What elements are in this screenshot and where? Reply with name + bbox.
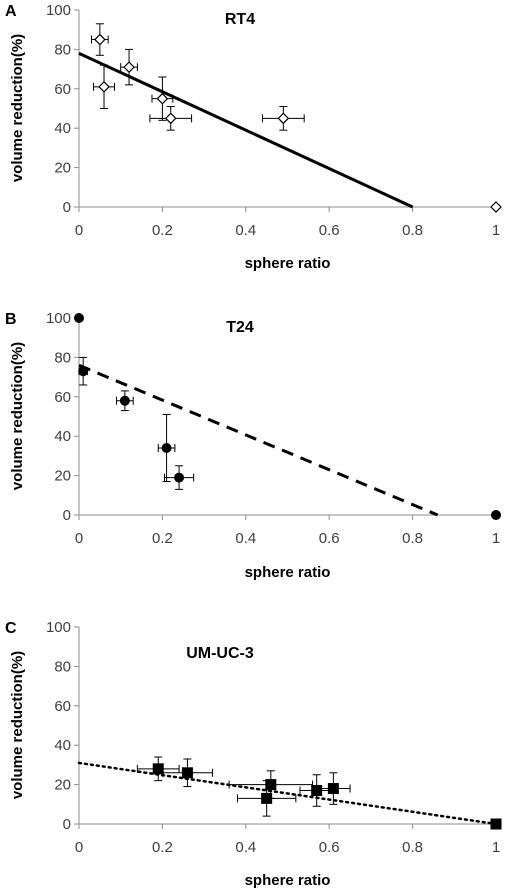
data-point: [316, 772, 351, 805]
chart-panel-b: B 0 20 40 60 80 100 0 0.2 0.4 0.6 0.8 1 sphere ratio v…: [5, 310, 501, 581]
x-tick-label: 0.8: [402, 530, 423, 547]
y-tick-label: 0: [63, 199, 71, 216]
chart-panel-a: A 0 20 40 60 80 100 0 0.2 0.4 0.6 0.8 1 sphere ratio v…: [5, 2, 502, 272]
data-point: [91, 23, 109, 56]
y-tick-label: 60: [54, 698, 71, 715]
circle-marker: [74, 313, 84, 323]
square-marker: [490, 818, 502, 830]
x-tick-label: 0.8: [402, 222, 423, 239]
diamond-marker: [123, 61, 135, 73]
y-tick-label: 20: [54, 468, 71, 485]
data-point: [151, 76, 174, 121]
panel-letter: C: [5, 620, 17, 637]
y-tick-label: 40: [54, 120, 71, 137]
y-tick-label: 80: [54, 658, 71, 675]
y-tick-label: 80: [54, 41, 71, 58]
data-point: [490, 818, 502, 830]
y-tick-label: 100: [46, 2, 71, 19]
data-point: [261, 106, 305, 131]
diamond-marker: [277, 112, 290, 125]
y-tick-label: 0: [63, 816, 71, 833]
diamond-marker: [490, 201, 502, 213]
x-axis-label: sphere ratio: [245, 255, 331, 272]
x-tick-label: 0.4: [235, 222, 256, 239]
square-marker: [327, 783, 339, 795]
x-tick-label: 0.8: [402, 839, 423, 856]
x-tick-label: 1: [492, 222, 500, 239]
y-tick-label: 60: [54, 81, 71, 98]
circle-marker: [491, 510, 501, 520]
diamond-marker: [98, 80, 110, 93]
data-point: [490, 201, 502, 213]
data-point: [136, 756, 180, 782]
data-point: [163, 465, 195, 490]
diamond-marker: [156, 92, 169, 105]
y-tick-label: 100: [46, 310, 71, 327]
x-tick-label: 0.2: [152, 839, 173, 856]
x-tick-label: 0: [75, 839, 83, 856]
x-tick-label: 0: [75, 530, 83, 547]
x-tick-label: 1: [492, 839, 500, 856]
circle-marker: [119, 395, 130, 406]
circle-marker: [174, 472, 185, 483]
x-tick-label: 0: [75, 222, 83, 239]
x-tick-label: 0.2: [152, 530, 173, 547]
data-point: [78, 356, 89, 386]
diamond-marker: [164, 112, 177, 125]
square-marker: [265, 779, 277, 791]
y-axis-label: volume reduction(%): [9, 651, 26, 799]
x-tick-label: 0.6: [319, 222, 340, 239]
chart-title: UM-UC-3: [186, 645, 254, 662]
data-point: [491, 510, 501, 520]
y-axis-label: volume reduction(%): [9, 342, 26, 490]
y-axis-label: volume reduction(%): [9, 34, 26, 182]
panel-letter: B: [5, 311, 17, 328]
data-point: [74, 313, 84, 323]
x-axis-label: sphere ratio: [245, 564, 331, 581]
data-point: [116, 390, 134, 412]
y-tick-label: 80: [54, 349, 71, 366]
y-tick-label: 20: [54, 160, 71, 177]
data-point: [93, 64, 115, 109]
y-tick-label: 40: [54, 737, 71, 754]
circle-marker: [161, 443, 172, 454]
x-axis-label: sphere ratio: [245, 872, 331, 889]
y-tick-label: 0: [63, 507, 71, 524]
data-point: [228, 770, 314, 799]
square-marker: [152, 763, 164, 775]
chart-panel-c: C 0 20 40 60 80 100 0 0.2 0.4 0.6 0.8 1 sphere ratio v…: [5, 619, 502, 889]
data-point: [120, 48, 138, 86]
trendline: [77, 761, 498, 826]
data-point: [149, 106, 193, 131]
x-tick-label: 0.4: [235, 839, 256, 856]
diamond-marker: [94, 33, 106, 46]
trendline: [78, 51, 414, 209]
x-tick-label: 0.2: [152, 222, 173, 239]
x-tick-label: 0.4: [235, 530, 256, 547]
y-tick-label: 40: [54, 428, 71, 445]
data-point: [157, 414, 176, 483]
chart-title: T24: [226, 319, 254, 336]
x-tick-label: 1: [492, 530, 500, 547]
trendline: [78, 363, 439, 517]
chart-title: RT4: [225, 11, 255, 28]
panel-letter: A: [5, 3, 17, 20]
data-point: [161, 758, 213, 788]
y-tick-label: 60: [54, 389, 71, 406]
y-tick-label: 20: [54, 777, 71, 794]
x-tick-label: 0.6: [319, 839, 340, 856]
circle-marker: [78, 366, 89, 377]
square-marker: [181, 767, 193, 779]
x-tick-label: 0.6: [319, 530, 340, 547]
y-tick-label: 100: [46, 619, 71, 636]
square-marker: [261, 792, 273, 804]
